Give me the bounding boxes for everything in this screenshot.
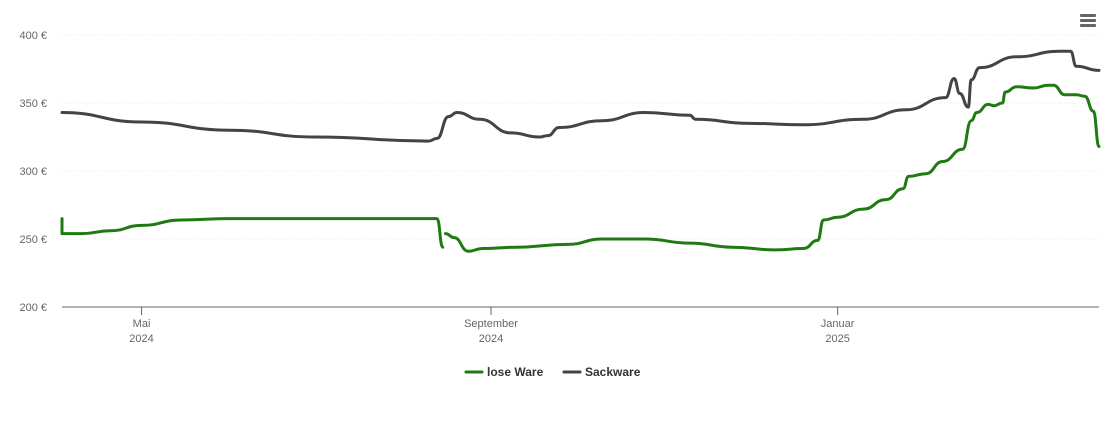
- x-tick-year-label: 2025: [825, 333, 849, 345]
- x-tick-month-label: Januar: [821, 318, 855, 330]
- series-line-sackware[interactable]: [60, 49, 1101, 143]
- legend-item[interactable]: Sackware: [562, 365, 641, 379]
- series-lines: [60, 49, 1101, 253]
- x-tick-year-label: 2024: [129, 333, 153, 345]
- x-tick-month-label: Mai: [133, 318, 151, 330]
- y-tick-label: 200 €: [19, 302, 47, 314]
- series-line-lose-ware[interactable]: [60, 217, 445, 249]
- legend-label: Sackware: [585, 365, 641, 379]
- y-axis-labels: 200 € 250 € 300 € 350 € 400 €: [19, 30, 47, 314]
- y-tick-label: 250 €: [19, 234, 47, 246]
- x-tick-year-label: 2024: [479, 333, 503, 345]
- y-tick-label: 400 €: [19, 30, 47, 42]
- x-axis: Mai 2024 September 2024 Januar 2025: [62, 306, 1099, 345]
- y-gridlines: [62, 34, 1099, 240]
- legend-label: lose Ware: [487, 365, 544, 379]
- y-tick-label: 300 €: [19, 166, 47, 178]
- legend-item[interactable]: lose Ware: [464, 365, 544, 379]
- y-tick-label: 350 €: [19, 98, 47, 110]
- series-line-lose-ware[interactable]: [444, 83, 1101, 253]
- legend[interactable]: lose Ware Sackware: [464, 365, 641, 379]
- x-tick-month-label: September: [464, 318, 518, 330]
- hamburger-menu-icon[interactable]: [1077, 12, 1099, 32]
